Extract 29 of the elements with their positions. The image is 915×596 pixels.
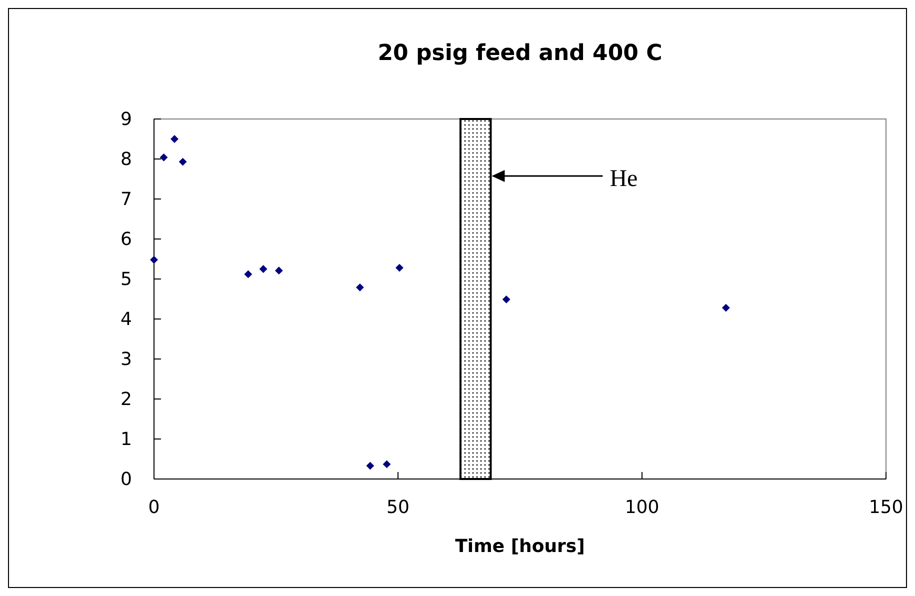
point bbox=[356, 283, 364, 292]
point bbox=[366, 462, 374, 470]
point bbox=[244, 270, 252, 278]
point bbox=[722, 304, 730, 312]
y-tick-label: 9 bbox=[120, 109, 132, 130]
point bbox=[502, 295, 510, 304]
y-tick-label: 5 bbox=[120, 269, 132, 290]
y-tick-label: 2 bbox=[120, 389, 132, 410]
point bbox=[178, 158, 187, 166]
point bbox=[160, 153, 168, 162]
y-tick-label: 6 bbox=[120, 229, 132, 250]
x-tick-label: 0 bbox=[148, 497, 160, 518]
x-tick-label: 150 bbox=[868, 497, 904, 518]
y-tick-label: 3 bbox=[120, 349, 132, 370]
chart-title: 20 psig feed and 400 C bbox=[378, 41, 662, 66]
point bbox=[396, 264, 404, 272]
y-tick-label: 4 bbox=[120, 309, 132, 330]
point bbox=[150, 256, 158, 264]
point bbox=[274, 266, 283, 275]
x-tick-label: 100 bbox=[624, 497, 660, 518]
band-label: He bbox=[610, 166, 638, 192]
x-axis-title: Time [hours] bbox=[455, 536, 585, 557]
y-tick-label: 8 bbox=[120, 149, 132, 170]
x-tick-label: 50 bbox=[386, 497, 410, 518]
point bbox=[259, 265, 268, 273]
point bbox=[382, 460, 391, 468]
y-tick-label: 0 bbox=[120, 469, 132, 490]
y-tick-label: 7 bbox=[120, 189, 132, 210]
y-tick-label: 1 bbox=[120, 429, 132, 450]
